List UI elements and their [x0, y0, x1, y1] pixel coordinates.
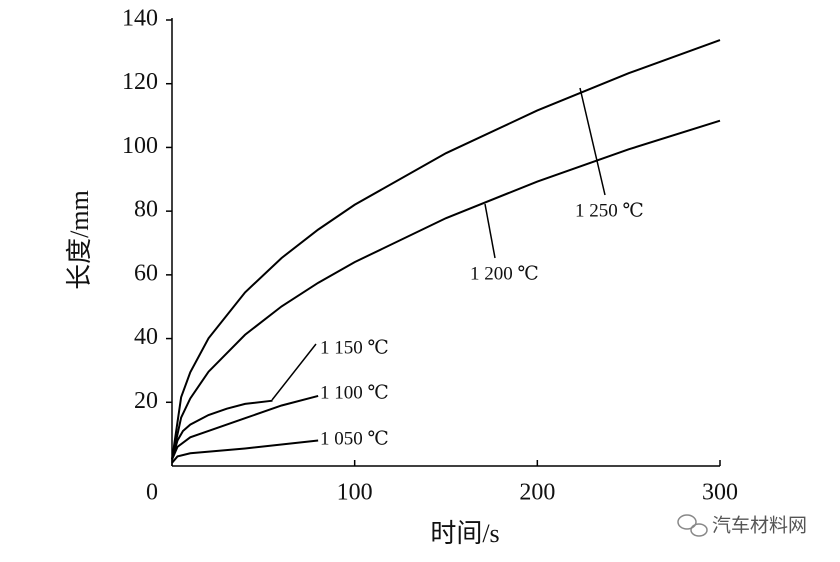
watermark: 汽车材料网	[712, 515, 807, 537]
series-line	[171, 394, 319, 461]
y-axis-label: 长度/mm	[65, 190, 94, 290]
series-label: 1 100 ℃	[320, 382, 389, 403]
series-line	[171, 39, 721, 460]
leader-line	[484, 203, 496, 259]
leader-line	[579, 87, 606, 196]
leader-line	[271, 343, 317, 401]
series-label: 1 250 ℃	[575, 200, 644, 221]
y-tick-label: 20	[134, 388, 158, 414]
x-tick-label: 0	[146, 480, 158, 506]
series-line	[171, 399, 273, 460]
series-line	[171, 439, 319, 464]
series-label: 1 150 ℃	[320, 337, 389, 358]
series-label: 1 200 ℃	[470, 263, 539, 284]
watermark-icon	[677, 514, 708, 537]
x-tick-label: 200	[519, 480, 555, 506]
y-tick-label: 120	[122, 69, 158, 95]
y-tick-label: 140	[122, 6, 158, 32]
y-tick-label: 80	[134, 197, 158, 223]
y-tick-label: 100	[122, 133, 158, 159]
x-tick-label: 300	[702, 480, 738, 506]
y-tick-label: 60	[134, 260, 158, 286]
x-tick-label: 100	[337, 480, 373, 506]
y-tick-label: 40	[134, 324, 158, 350]
series-label: 1 050 ℃	[320, 428, 389, 449]
x-axis-label: 时间/s	[430, 519, 499, 548]
series-line	[171, 119, 721, 460]
